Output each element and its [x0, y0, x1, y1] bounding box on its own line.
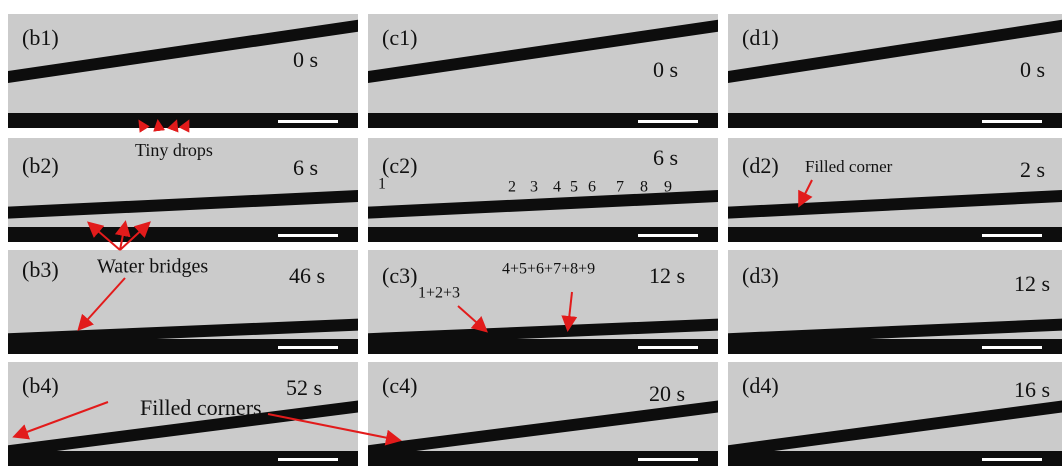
time-label: 16 s: [1014, 377, 1050, 402]
time-label: 46 s: [289, 263, 325, 288]
scale-bar: [982, 346, 1042, 349]
time-label: 2 s: [1020, 157, 1045, 182]
panel-label: (b4): [22, 373, 59, 398]
panel-label: (c4): [382, 373, 417, 398]
annotation: Filled corner: [805, 157, 893, 176]
time-label: 6 s: [293, 155, 318, 180]
panel-label: (c2): [382, 153, 417, 178]
annotation: 1+2+3: [418, 285, 460, 302]
annotation: 1: [378, 176, 386, 193]
panel-label: (c3): [382, 263, 417, 288]
scale-bar: [638, 458, 698, 461]
annotation: Tiny drops: [135, 140, 213, 160]
annotation: 7: [616, 179, 624, 196]
scale-bar: [278, 120, 338, 123]
annotation: 4+5+6+7+8+9: [502, 261, 595, 278]
annotation: 4: [553, 179, 561, 196]
panel-label: (d1): [742, 25, 779, 50]
annotation: 8: [640, 179, 648, 196]
time-label: 12 s: [1014, 271, 1050, 296]
scale-bar: [638, 120, 698, 123]
panel-label: (b3): [22, 257, 59, 282]
time-label: 0 s: [293, 47, 318, 72]
annotation: 9: [664, 179, 672, 196]
panel-label: (c1): [382, 25, 417, 50]
annotation: Water bridges: [97, 256, 208, 278]
scale-bar: [278, 458, 338, 461]
annotation: 3: [530, 179, 538, 196]
panel-label: (d4): [742, 373, 779, 398]
panel-label: (d3): [742, 263, 779, 288]
scale-bar: [982, 234, 1042, 237]
panel-label: (b1): [22, 25, 59, 50]
annotation: Filled corners: [140, 395, 262, 420]
scale-bar: [982, 120, 1042, 123]
time-label: 20 s: [649, 381, 685, 406]
scale-bar: [278, 234, 338, 237]
panel-label: (d2): [742, 153, 779, 178]
annotation: 2: [508, 179, 516, 196]
time-label: 6 s: [653, 145, 678, 170]
scale-bar: [982, 458, 1042, 461]
time-label: 52 s: [286, 375, 322, 400]
panel-label: (b2): [22, 153, 59, 178]
annotation: 6: [588, 179, 596, 196]
time-label: 0 s: [653, 57, 678, 82]
time-label: 12 s: [649, 263, 685, 288]
scale-bar: [638, 234, 698, 237]
figure: (b1)0 s(b2)6 s(b3)46 s(b4)52 s(c1)0 s(c2…: [0, 0, 1062, 466]
scale-bar: [638, 346, 698, 349]
time-label: 0 s: [1020, 57, 1045, 82]
scale-bar: [278, 346, 338, 349]
annotation: 5: [570, 179, 578, 196]
